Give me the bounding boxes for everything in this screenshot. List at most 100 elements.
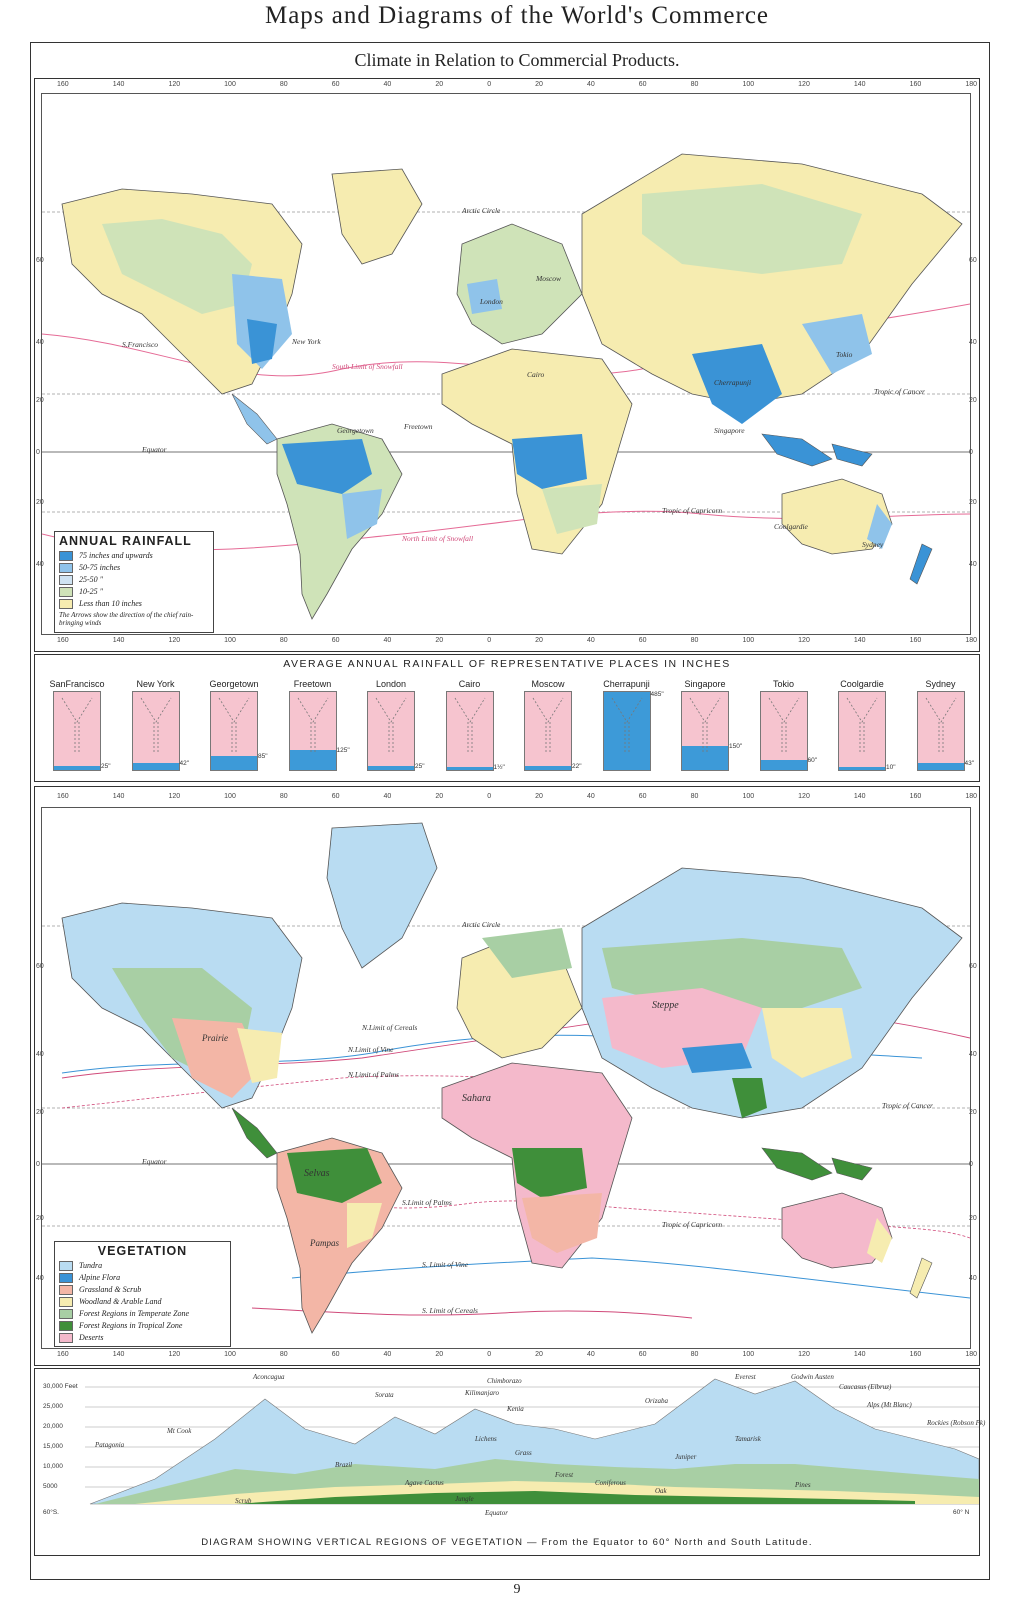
- region-prairie: Prairie: [202, 1033, 228, 1043]
- gauge-value-label: 150": [729, 742, 743, 750]
- legend-label: 50-75 inches: [79, 563, 121, 572]
- peak-label: Rockies (Robson Pk): [927, 1419, 986, 1427]
- rain-lat-left: 20: [36, 397, 44, 404]
- arctic-circle-label: Arctic Circle: [462, 206, 501, 215]
- rain-lat-left: 40: [36, 339, 44, 346]
- alt-label: 20,000: [43, 1423, 63, 1430]
- vegetation-legend-title: VEGETATION: [97, 1244, 188, 1258]
- gauge-fill: [682, 745, 728, 770]
- legend-item: Grassland & Scrub: [59, 1284, 226, 1295]
- veg-tropic-cancer-label: Tropic of Cancer: [882, 1101, 933, 1110]
- veg-bottom-scale: 160 140 120 100 80 60 40 20 0 20 40 60 80 100 120 140 16…: [57, 1351, 977, 1358]
- gauge-fill: [760, 760, 807, 770]
- gauge-value-label: 25": [415, 762, 425, 770]
- legend-label: Less than 10 inches: [79, 599, 142, 608]
- gauge-place-label: Singapore: [684, 679, 726, 689]
- place-cairo: Cairo: [527, 370, 545, 379]
- peak-label: Everest: [735, 1373, 756, 1381]
- place-tokio: Tokio: [836, 350, 853, 359]
- gauge-funnel: [218, 697, 250, 752]
- region-pampas: Pampas: [310, 1238, 339, 1248]
- legend-swatch: [59, 562, 73, 573]
- zone-label: Jungle: [455, 1495, 474, 1503]
- rainfall-gauge: Coolgardie 10": [838, 679, 896, 771]
- gauge-value-label: 42": [179, 760, 190, 768]
- legend-label: Deserts: [79, 1333, 104, 1342]
- rain-lat-right: 0: [969, 449, 973, 456]
- veg-lat-right: 60: [969, 963, 977, 970]
- region-selvas: Selvas: [304, 1168, 330, 1179]
- veg-lat-right: 40: [969, 1275, 977, 1282]
- gauge-box: [524, 691, 572, 771]
- rainfall-legend-title: ANNUAL RAINFALL: [59, 534, 192, 548]
- gauge-funnel: [454, 697, 485, 752]
- place-georgetown: Georgetown: [337, 426, 374, 435]
- zone-label: Juniper: [675, 1453, 697, 1461]
- veg-arctic-label: Arctic Circle: [462, 920, 501, 929]
- rainfall-gauge: SanFrancisco 25": [49, 679, 111, 771]
- legend-label: 10-25 ": [79, 587, 104, 596]
- rainfall-map-panel: Arctic Circle Tropic of Cancer Equator T…: [34, 78, 980, 652]
- rain-lat-left: 20: [36, 499, 44, 506]
- page-title: Maps and Diagrams of the World's Commerc…: [264, 2, 770, 29]
- vertical-diagram-caption: DIAGRAM SHOWING VERTICAL REGIONS OF VEGE…: [201, 1537, 813, 1548]
- tropic-capricorn-label: Tropic of Capricorn: [662, 506, 723, 515]
- gauge-funnel: [140, 697, 171, 752]
- legend-item: 50-75 inches: [59, 562, 209, 573]
- zone-label: Forest: [555, 1471, 574, 1479]
- gauge-funnel: [611, 697, 642, 752]
- rainfall-gauge: New York 42": [131, 679, 189, 771]
- peak-label: Patagonia: [95, 1441, 125, 1449]
- legend-swatch: [59, 1284, 73, 1295]
- south-snowfall-label: South Limit of Snowfall: [332, 362, 403, 371]
- rainfall-gauge: Tokio 60": [759, 679, 817, 771]
- gauge-value-label: 43": [964, 760, 975, 768]
- veg-lat-right: 0: [969, 1161, 973, 1168]
- rainfall-map-area[interactable]: Arctic Circle Tropic of Cancer Equator T…: [41, 93, 971, 635]
- alt-label: 10,000: [43, 1463, 63, 1470]
- legend-label: Forest Regions in Temperate Zone: [79, 1309, 190, 1318]
- rainfall-gauge: London 25": [367, 679, 425, 771]
- place-moscow: Moscow: [536, 274, 561, 283]
- legend-label: 25-50 ": [79, 575, 104, 584]
- rainfall-gauge: Cherrapunji 485": [602, 679, 664, 771]
- veg-lat-right: 20: [969, 1109, 977, 1116]
- zone-label: Scrub: [235, 1497, 252, 1505]
- veg-top-scale: 160 140 120 100 80 60 40 20 0 20 40 60 80 100 120 140 16…: [57, 793, 977, 800]
- rainfall-chart-title: AVERAGE ANNUAL RAINFALL OF REPRESENTATIV…: [283, 658, 731, 670]
- vertical-diagram-panel: 30,000 Feet 25,000 20,000 15,000 10,000 …: [34, 1368, 985, 1556]
- vegetation-map-area[interactable]: Arctic Circle N.Limit of Cereals N.Limit…: [41, 807, 971, 1349]
- peak-label: Mt Cook: [167, 1427, 192, 1435]
- peak-label: Sorata: [375, 1391, 394, 1399]
- gauge-place-label: Cairo: [458, 679, 481, 689]
- gauge-place-label: Sydney: [925, 679, 956, 689]
- n-limit-cereals-label: N.Limit of Cereals: [362, 1023, 418, 1032]
- legend-label: Woodland & Arable Land: [79, 1297, 162, 1306]
- gauge-value-label: 1½": [493, 764, 505, 772]
- page-number: 9: [513, 1582, 521, 1597]
- rainfall-gauge: Sydney 43": [916, 679, 974, 771]
- north-snowfall-label: North Limit of Snowfall: [402, 534, 474, 543]
- veg-tropic-capricorn-label: Tropic of Capricorn: [662, 1220, 723, 1229]
- gauge-box: [288, 691, 337, 771]
- place-san-francisco: S.Francisco: [122, 340, 159, 349]
- alt-label: 15,000: [43, 1443, 63, 1450]
- equator-mark: Equator: [485, 1509, 508, 1517]
- gauge-fill: [446, 767, 493, 770]
- legend-label: Tundra: [79, 1261, 103, 1270]
- gauge-value-label: 60": [807, 757, 818, 765]
- peak-label: Kilimanjaro: [465, 1389, 499, 1397]
- legend-swatch: [59, 598, 73, 609]
- rain-lat-right: 40: [969, 561, 977, 568]
- gauge-value-label: 22": [572, 763, 582, 771]
- place-coolgardie: Coolgardie: [774, 522, 808, 531]
- place-cherrapunji: Cherrapunji: [714, 378, 752, 387]
- legend-swatch: [59, 1260, 73, 1271]
- legend-label: Alpine Flora: [79, 1273, 121, 1282]
- rain-lat-left: 40: [36, 561, 44, 568]
- gauge-funnel: [297, 697, 328, 752]
- rainfall-gauge: Cairo 1½": [445, 679, 505, 771]
- equator-label: Equator: [142, 445, 167, 454]
- legend-swatch: [59, 574, 73, 585]
- gauge-box: [367, 691, 415, 771]
